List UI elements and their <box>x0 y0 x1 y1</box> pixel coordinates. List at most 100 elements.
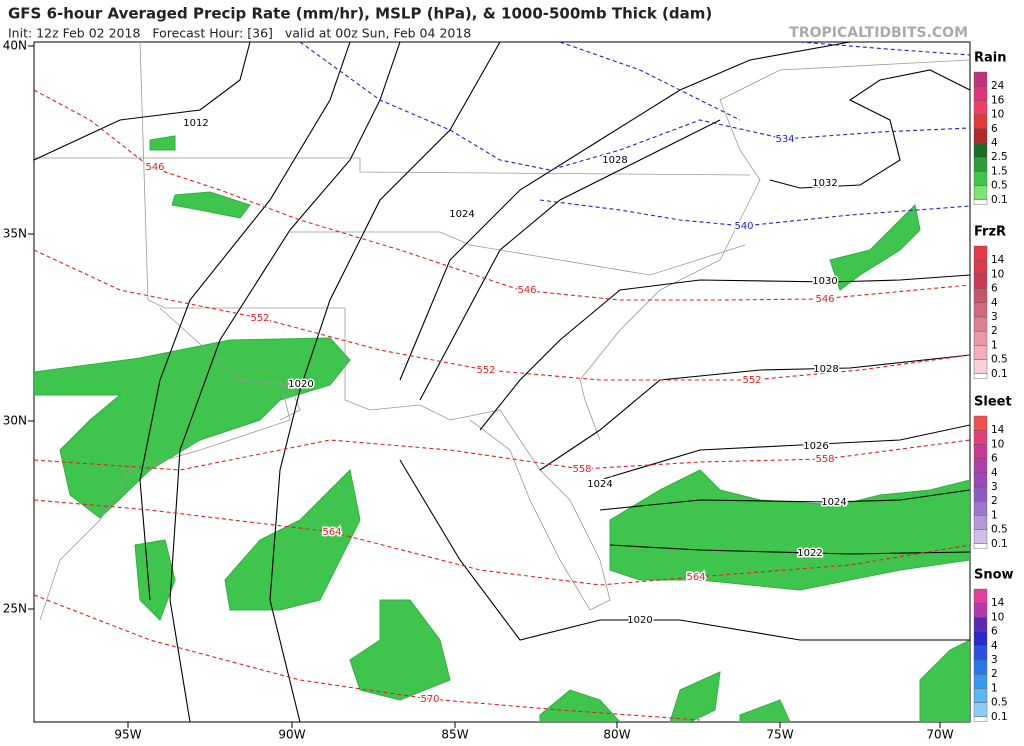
legend-swatch <box>973 529 988 544</box>
lon-label: 90W <box>278 728 305 742</box>
thickness-lines <box>34 89 970 721</box>
legend-swatch <box>973 331 988 346</box>
legend-label: 6 <box>991 283 998 295</box>
legend-title: Rain <box>974 51 1007 66</box>
legend-title: Sleet <box>974 395 1012 410</box>
legend-swatch <box>973 515 988 530</box>
map: 1012 1028 1024 1032 1020 1030 1028 1026 1024 1024… <box>3 39 971 742</box>
thickness-label: 570 <box>420 694 439 705</box>
contour-labels: 1012 1028 1024 1032 1020 1030 1028 1026 1024 1024… <box>144 117 848 707</box>
legend-label: 1 <box>991 509 998 521</box>
lon-label: 75W <box>766 728 793 742</box>
legend-swatch <box>973 128 988 144</box>
isobar-label: 1022 <box>797 548 822 559</box>
thickness-label: 558 <box>815 454 834 465</box>
legend-swatch <box>973 444 988 459</box>
legend-label: 3 <box>991 654 998 666</box>
lat-label: 30N <box>3 414 27 428</box>
legend-label: 0.1 <box>991 194 1008 206</box>
legend-swatch <box>973 345 988 360</box>
isobars <box>34 42 970 722</box>
legend-swatch <box>973 171 988 186</box>
legend-label: 4 <box>991 467 998 479</box>
legend-label: 14 <box>991 597 1005 609</box>
legend-label: 2.5 <box>991 151 1008 163</box>
isobar-label: 1024 <box>587 479 612 490</box>
legend-swatch <box>973 543 988 549</box>
legend-label: 6 <box>991 626 998 638</box>
legend-swatch <box>973 316 988 332</box>
subtitle: Init: 12z Feb 02 2018 Forecast Hour: [36… <box>8 26 471 41</box>
watermark: TROPICALTIDBITS.COM <box>789 25 968 41</box>
legend-swatch <box>973 373 988 379</box>
thickness-label: 552 <box>250 313 269 324</box>
isobar-label: 1020 <box>627 615 652 626</box>
legend-label: 0.5 <box>991 697 1008 709</box>
legend-label: 3 <box>991 481 998 493</box>
legend-label: 14 <box>991 424 1005 436</box>
legend-label: 0.1 <box>991 711 1008 723</box>
legend-swatch <box>973 185 988 201</box>
isobar-label: 1020 <box>288 379 313 390</box>
legend-label: 1 <box>991 339 998 351</box>
legend-swatch <box>973 716 988 722</box>
title: GFS 6-hour Averaged Precip Rate (mm/hr),… <box>8 5 712 23</box>
legend-label: 0.5 <box>991 524 1008 536</box>
legend-swatch <box>973 114 988 129</box>
isobar-label: 1026 <box>803 441 828 452</box>
legend-swatch <box>973 659 988 675</box>
legend-swatch <box>973 288 988 304</box>
lat-label: 40N <box>3 39 27 53</box>
legend-label: 0.1 <box>991 368 1008 380</box>
lat-label: 35N <box>3 227 27 241</box>
legend-label: 0.5 <box>991 180 1008 192</box>
legend-label: 6 <box>991 453 998 465</box>
isobar-label: 1024 <box>821 497 846 508</box>
thickness-label: 546 <box>517 285 536 296</box>
legend-label: 16 <box>991 94 1005 106</box>
legend-label: 4 <box>991 640 998 652</box>
legend-label: 1.5 <box>991 165 1008 177</box>
legend-title: FrzR <box>974 225 1006 240</box>
boundaries <box>34 42 970 621</box>
legend-swatch <box>973 142 988 158</box>
legend-label: 10 <box>991 109 1004 121</box>
legend-swatch <box>973 486 988 502</box>
legend-label: 2 <box>991 668 998 680</box>
legend-label: 10 <box>991 268 1004 280</box>
legend-label: 10 <box>991 611 1004 623</box>
thickness-label: 546 <box>145 162 164 173</box>
legend-label: 14 <box>991 254 1005 266</box>
axis-labels: 40N 35N 30N 25N 95W 90W 85W 80W 75W 70W <box>3 39 954 742</box>
legend-label: 4 <box>991 137 998 149</box>
legend-label: 0.5 <box>991 354 1008 366</box>
legend-swatch <box>973 603 988 618</box>
legend-swatch <box>973 359 988 375</box>
thickness-label: 552 <box>476 365 495 376</box>
lon-label: 85W <box>441 728 468 742</box>
thickness-lines-cold <box>299 42 970 227</box>
legend-label: 0.1 <box>991 538 1008 550</box>
legend-label: 1 <box>991 682 998 694</box>
legend-swatch <box>973 702 988 717</box>
legend-swatch <box>973 458 988 474</box>
legend-swatch <box>973 100 988 115</box>
legend-swatch <box>973 674 988 689</box>
isobar-label: 1024 <box>449 209 474 220</box>
legend-label: 3 <box>991 311 998 323</box>
legend: Rain241610642.51.50.50.1FrzR1410643210.5… <box>973 51 1014 723</box>
legend-label: 10 <box>991 438 1004 450</box>
thickness-label: 558 <box>572 464 591 475</box>
legend-swatch <box>973 302 988 318</box>
thickness-label: 546 <box>815 294 834 305</box>
legend-swatch <box>973 472 988 488</box>
isobar-label: 1012 <box>183 118 208 129</box>
legend-swatch <box>973 617 988 632</box>
legend-swatch <box>973 199 988 206</box>
legend-label: 2 <box>991 325 998 337</box>
lon-label: 70W <box>926 728 953 742</box>
legend-swatch <box>973 430 988 445</box>
legend-swatch <box>973 645 988 661</box>
legend-swatch <box>973 156 988 172</box>
